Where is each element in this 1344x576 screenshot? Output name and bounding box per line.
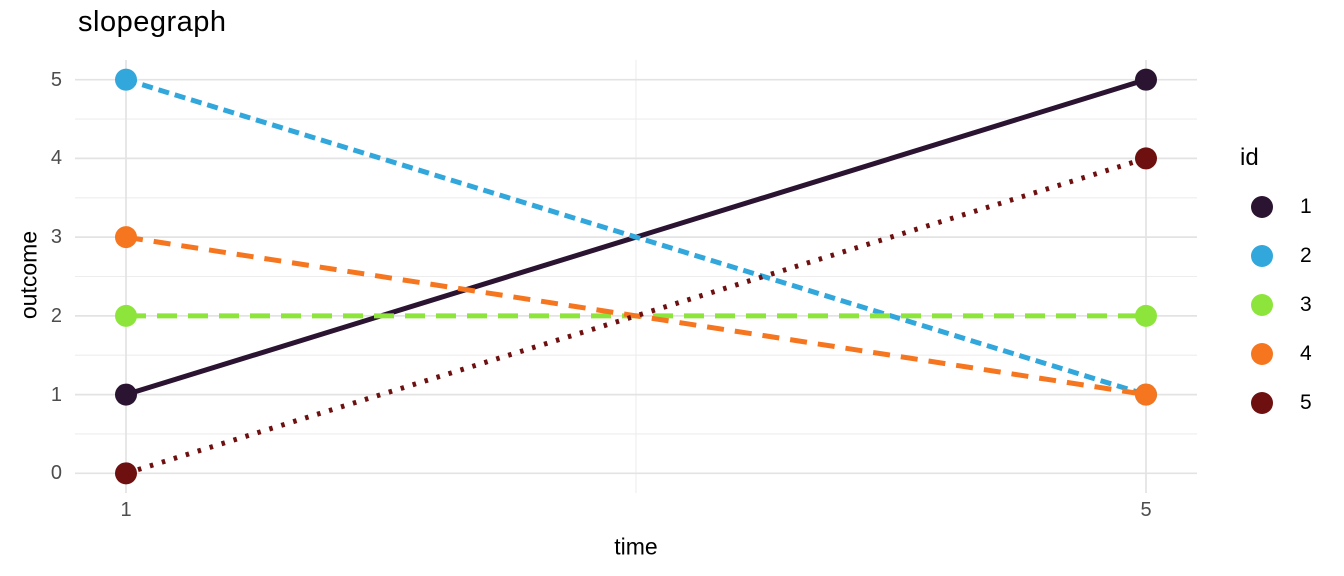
legend-entries: 1 2 3 4 5 <box>1251 182 1312 427</box>
legend-entry-label: 5 <box>1300 390 1312 414</box>
data-point-5-start <box>115 462 137 485</box>
legend-entry-4: 4 <box>1251 329 1312 378</box>
y-tick-3: 3 <box>50 226 62 248</box>
y-tick-2: 2 <box>50 305 62 327</box>
legend-entry-3: 3 <box>1251 280 1312 329</box>
x-tick-1: 1 <box>120 499 132 521</box>
legend-entry-label: 4 <box>1300 341 1312 365</box>
data-point-1-end <box>1135 68 1157 91</box>
data-point-4-end <box>1135 383 1157 406</box>
y-tick-4: 4 <box>50 147 62 169</box>
legend-dot-icon <box>1251 391 1273 414</box>
legend-entry-1: 1 <box>1251 182 1312 231</box>
series-line-4 <box>125 234 1147 398</box>
legend: id 1 2 3 4 5 <box>1238 144 1312 414</box>
y-tick-0: 0 <box>50 462 62 484</box>
x-axis-label: time <box>614 533 658 560</box>
data-point-3-start <box>115 304 137 327</box>
legend-dot-icon <box>1251 244 1273 267</box>
legend-entry-2: 2 <box>1251 231 1312 280</box>
legend-entry-label: 3 <box>1300 292 1312 316</box>
data-point-2-start <box>115 68 137 91</box>
y-tick-5: 5 <box>50 69 62 91</box>
legend-entry-label: 1 <box>1300 194 1312 218</box>
data-point-5-end <box>1135 147 1157 170</box>
y-tick-1: 1 <box>50 384 62 406</box>
x-tick-5: 5 <box>1140 499 1152 521</box>
legend-dot-icon <box>1251 195 1273 218</box>
series-line-2 <box>125 77 1147 397</box>
data-point-1-start <box>115 383 137 406</box>
legend-entry-label: 2 <box>1300 243 1312 267</box>
legend-title: id <box>1240 144 1259 171</box>
data-point-4-start <box>115 226 137 249</box>
series-line-5 <box>125 156 1147 476</box>
legend-entry-5: 5 <box>1251 378 1312 427</box>
legend-dot-icon <box>1251 293 1273 316</box>
chart-title: slopegraph <box>78 6 227 38</box>
data-point-3-end <box>1135 304 1157 327</box>
legend-dot-icon <box>1251 342 1273 365</box>
y-axis-label: outcome <box>15 230 42 320</box>
